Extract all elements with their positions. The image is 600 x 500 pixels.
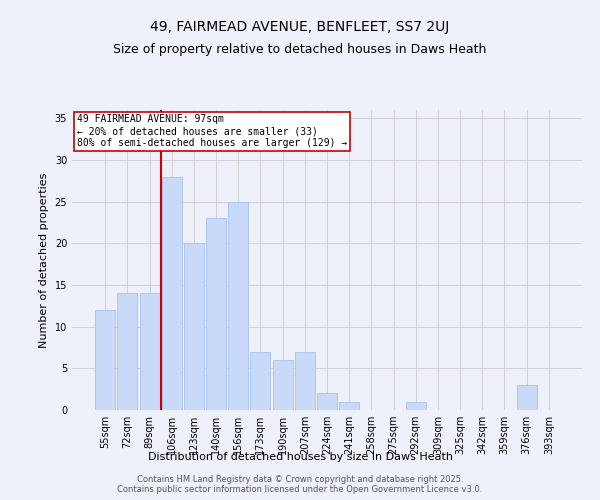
Y-axis label: Number of detached properties: Number of detached properties — [39, 172, 49, 348]
Text: Size of property relative to detached houses in Daws Heath: Size of property relative to detached ho… — [113, 42, 487, 56]
Bar — [250, 352, 271, 410]
Text: Contains HM Land Registry data © Crown copyright and database right 2025.
Contai: Contains HM Land Registry data © Crown c… — [118, 474, 482, 494]
Text: Distribution of detached houses by size in Daws Heath: Distribution of detached houses by size … — [148, 452, 452, 462]
Bar — [317, 394, 337, 410]
Bar — [206, 218, 226, 410]
Text: 49 FAIRMEAD AVENUE: 97sqm
← 20% of detached houses are smaller (33)
80% of semi-: 49 FAIRMEAD AVENUE: 97sqm ← 20% of detac… — [77, 114, 347, 148]
Bar — [118, 294, 137, 410]
Bar — [295, 352, 315, 410]
Bar — [184, 244, 204, 410]
Bar — [406, 402, 426, 410]
Bar — [339, 402, 359, 410]
Bar — [95, 310, 115, 410]
Bar — [140, 294, 160, 410]
Bar — [272, 360, 293, 410]
Bar — [228, 202, 248, 410]
Bar — [517, 385, 536, 410]
Bar — [162, 176, 182, 410]
Text: 49, FAIRMEAD AVENUE, BENFLEET, SS7 2UJ: 49, FAIRMEAD AVENUE, BENFLEET, SS7 2UJ — [151, 20, 449, 34]
